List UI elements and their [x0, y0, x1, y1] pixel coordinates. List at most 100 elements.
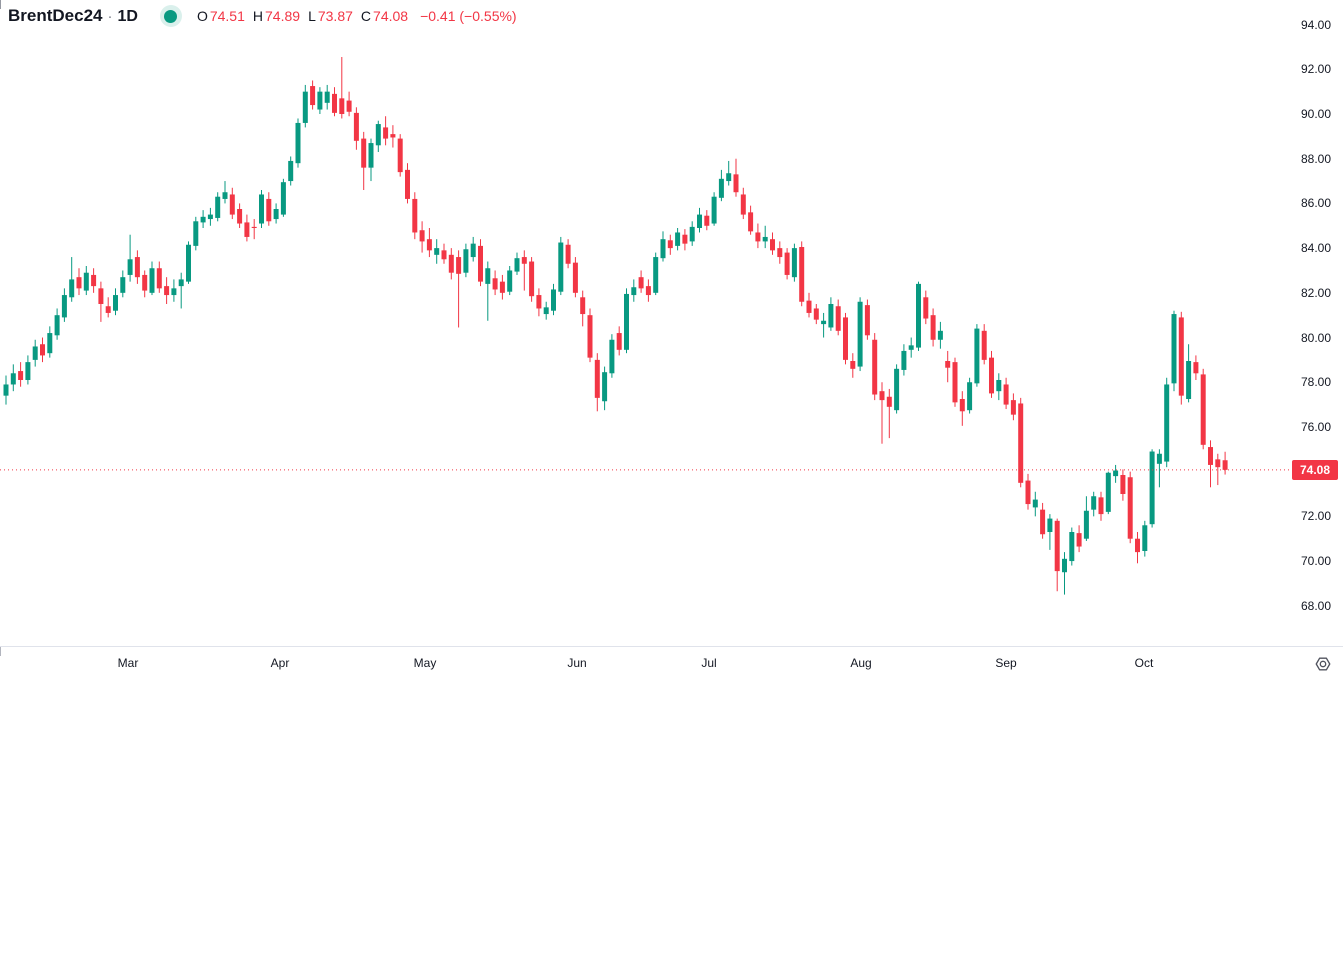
candle [171, 279, 177, 302]
candle [689, 221, 695, 246]
candle [580, 290, 586, 327]
price-axis-label: 70.00 [1301, 554, 1332, 568]
candle [1193, 355, 1199, 380]
change-readout: −0.41 (−0.55%) [420, 8, 517, 24]
candle [1054, 518, 1060, 592]
candle [850, 353, 856, 378]
candle [390, 125, 396, 148]
candle [1135, 532, 1140, 564]
candle [740, 187, 746, 220]
candle [237, 203, 243, 228]
candle [229, 187, 235, 220]
candle [989, 350, 994, 398]
candle [1091, 491, 1097, 517]
candle [1127, 471, 1133, 544]
candle [959, 391, 965, 426]
candle [952, 357, 958, 407]
price-axis-label: 92.00 [1301, 62, 1332, 76]
candle [711, 192, 717, 226]
price-axis-label: 86.00 [1301, 196, 1332, 210]
high-readout: H 74.89 [252, 8, 301, 24]
candle [222, 181, 228, 204]
candle [974, 324, 980, 387]
candle [682, 229, 688, 251]
candle [32, 339, 38, 367]
symbol-row: BrentDec24 · 1D [8, 6, 138, 26]
candle [1040, 502, 1046, 539]
candle [762, 225, 768, 249]
candle [54, 308, 60, 340]
candle [923, 290, 929, 325]
candle [624, 288, 629, 354]
candle [1047, 514, 1053, 550]
candle [967, 377, 973, 414]
candle [755, 223, 761, 249]
candle [645, 279, 651, 302]
candle [930, 308, 936, 347]
time-axis-label-jun: Jun [567, 656, 587, 670]
price-pane: BrentDec24 · 1D O 74.51 H 74.89 L 73.87 C 74… [0, 0, 1343, 646]
candle [332, 87, 337, 117]
candle [981, 324, 987, 365]
candle [470, 236, 476, 262]
candle [616, 326, 622, 356]
candle [346, 91, 352, 117]
candle [1098, 491, 1104, 521]
candle [375, 120, 381, 152]
status-dot-icon [164, 9, 178, 23]
candle [368, 138, 374, 182]
candle [353, 107, 359, 150]
candle [1200, 368, 1206, 450]
market-status-dot[interactable] [159, 5, 182, 27]
candle [3, 375, 9, 405]
symbol-title[interactable]: BrentDec24 [8, 6, 103, 25]
candle [1069, 527, 1075, 566]
candle [551, 283, 556, 316]
candle [777, 241, 783, 264]
candle [1083, 496, 1089, 541]
open-readout: O 74.51 [196, 8, 245, 24]
candle [660, 231, 666, 262]
candle [288, 156, 294, 186]
title-separator: · [107, 8, 113, 25]
candle [945, 350, 951, 383]
time-axis-settings-gear-icon[interactable] [1314, 655, 1332, 673]
interval-selector[interactable]: 1D [117, 8, 138, 25]
candle [937, 321, 943, 349]
candle [18, 362, 24, 387]
price-axis-label: 76.00 [1301, 420, 1332, 434]
candle [91, 268, 97, 293]
candle [1164, 377, 1170, 468]
candle [120, 270, 126, 298]
price-axis-label: 90.00 [1301, 107, 1332, 121]
time-axis-label-aug: Aug [850, 656, 872, 670]
time-axis-label-sep: Sep [995, 656, 1017, 670]
time-axis[interactable]: Mar Apr May Jun Jul Aug Sep Oct [0, 646, 1343, 681]
candle [602, 366, 608, 411]
candle [478, 239, 483, 287]
price-axis-label: 72.00 [1301, 509, 1332, 523]
candle [273, 203, 279, 224]
candle [98, 281, 104, 322]
candle [412, 192, 418, 240]
candle [1025, 473, 1031, 510]
low-readout: L 73.87 [308, 8, 353, 24]
candle [872, 333, 878, 401]
candle [521, 250, 527, 291]
candle [434, 239, 440, 264]
candle [675, 228, 681, 251]
candle [894, 364, 900, 414]
candle [901, 344, 907, 376]
candle [1156, 449, 1162, 488]
candle [1010, 393, 1016, 421]
pane-edge-tick [0, 0, 1, 9]
candle [492, 270, 498, 296]
candlestick-chart[interactable] [0, 0, 1343, 646]
price-axis[interactable]: 94.00 92.00 90.00 88.00 86.00 84.00 82.00 80.00… [1292, 0, 1343, 646]
candle [770, 232, 775, 255]
candle [886, 388, 892, 439]
candle [142, 270, 148, 298]
candle [448, 248, 454, 280]
candle [259, 190, 264, 228]
candle [317, 87, 323, 114]
